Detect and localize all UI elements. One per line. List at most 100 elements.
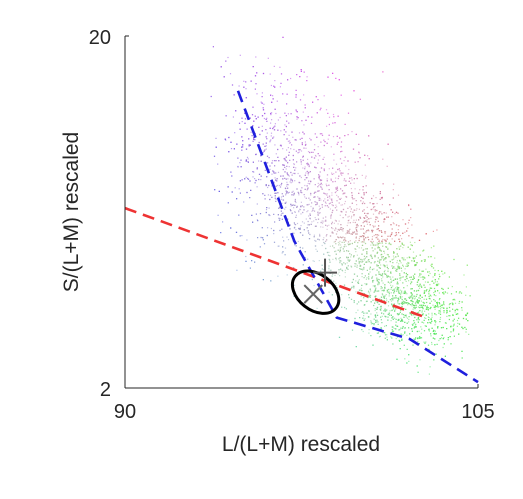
cloud-point [231, 175, 233, 177]
cloud-point [398, 339, 400, 342]
cloud-point [442, 326, 444, 329]
cloud-point [430, 322, 432, 324]
cloud-point [311, 210, 313, 212]
cloud-point [262, 237, 264, 239]
cloud-point [350, 254, 352, 256]
cloud-point [376, 265, 378, 267]
cloud-point [273, 85, 275, 87]
cloud-point [285, 201, 287, 203]
cloud-point [416, 293, 418, 296]
cloud-point [417, 321, 419, 323]
cloud-point [411, 300, 413, 302]
cloud-point [299, 209, 302, 211]
cloud-point [374, 295, 376, 298]
cloud-point [355, 251, 357, 253]
cloud-point [293, 163, 295, 166]
cloud-point [275, 172, 277, 174]
cloud-point [347, 220, 349, 222]
cloud-point [294, 211, 296, 213]
cloud-point [361, 253, 363, 255]
cloud-point [416, 299, 418, 301]
cloud-point [413, 314, 415, 316]
cloud-point [265, 129, 267, 131]
cloud-point [294, 172, 296, 175]
cloud-point [333, 116, 335, 118]
cloud-point [294, 244, 296, 246]
cloud-point [239, 54, 241, 56]
cloud-point [335, 188, 337, 190]
cloud-point [430, 333, 432, 335]
cloud-point [434, 308, 436, 310]
cloud-point [409, 304, 412, 306]
cloud-point [306, 185, 308, 187]
cloud-point [376, 264, 378, 266]
cloud-point [212, 46, 214, 48]
cloud-point [452, 325, 454, 327]
cloud-point [368, 218, 370, 220]
cloud-point [393, 183, 395, 185]
cloud-point [347, 216, 349, 218]
cloud-point [375, 216, 377, 218]
cloud-point [449, 336, 451, 338]
cloud-point [342, 248, 344, 250]
cloud-point [358, 237, 360, 240]
cloud-point [357, 242, 359, 244]
cloud-point [296, 206, 298, 208]
cloud-point [435, 353, 437, 355]
cloud-point [280, 210, 282, 212]
cloud-point [258, 178, 260, 181]
cloud-point [306, 162, 309, 164]
cloud-point [285, 190, 287, 192]
cloud-point [392, 306, 394, 308]
cloud-point [456, 319, 459, 322]
cloud-point [245, 160, 247, 162]
cloud-point [323, 269, 325, 271]
cloud-point [263, 117, 265, 120]
cloud-point [285, 194, 287, 196]
cloud-point [381, 287, 383, 289]
cloud-point [305, 172, 307, 174]
cloud-point [314, 196, 316, 198]
cloud-point [252, 176, 254, 178]
cloud-point [365, 220, 367, 222]
cloud-point [285, 131, 287, 133]
cloud-point [405, 302, 407, 304]
cloud-point [379, 242, 381, 244]
cloud-point [328, 269, 330, 271]
cloud-point [360, 225, 362, 227]
cloud-point [354, 317, 356, 320]
cloud-point [380, 249, 382, 251]
cloud-point [404, 290, 406, 292]
cloud-point [368, 135, 370, 137]
cloud-point [396, 313, 399, 315]
cloud-point [383, 313, 385, 315]
cloud-point [358, 192, 360, 194]
cloud-point [399, 289, 401, 291]
cloud-point [317, 214, 319, 216]
cloud-point [339, 158, 342, 160]
cloud-point [361, 174, 363, 176]
cloud-point [359, 217, 362, 219]
cloud-point [373, 203, 375, 205]
cloud-point [326, 142, 328, 144]
cloud-point [380, 316, 382, 318]
cloud-point [248, 144, 250, 146]
cloud-point [337, 228, 339, 231]
cloud-point [288, 175, 290, 177]
cloud-point [337, 249, 339, 251]
cloud-point [399, 279, 401, 281]
cloud-point [246, 191, 248, 194]
cloud-point [456, 325, 458, 327]
cloud-point [230, 171, 232, 173]
cloud-point [340, 246, 343, 248]
cloud-point [311, 221, 313, 223]
cloud-point [386, 339, 388, 341]
cloud-point [308, 224, 310, 226]
cloud-point [355, 291, 357, 293]
cloud-point [388, 256, 390, 258]
cloud-point [430, 264, 432, 266]
cloud-point [347, 268, 349, 270]
cloud-point [398, 246, 400, 248]
cloud-point [363, 221, 366, 223]
cloud-point [318, 177, 320, 179]
